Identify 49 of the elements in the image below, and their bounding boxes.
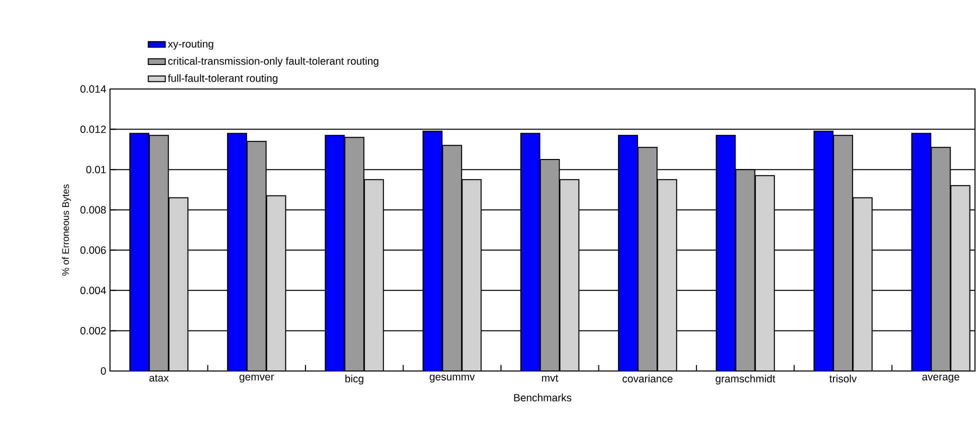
y-tick-label: 0.002	[80, 327, 106, 334]
bar	[911, 132, 932, 371]
x-tick-label: gemver	[240, 374, 274, 383]
bar	[462, 179, 482, 371]
bar	[814, 130, 834, 371]
bar	[422, 130, 443, 371]
bar	[540, 158, 560, 371]
y-tick-label: 0.008	[80, 206, 106, 214]
bar	[559, 179, 580, 371]
bar	[754, 175, 775, 371]
y-tick-label: 0	[100, 367, 106, 375]
bar	[344, 136, 364, 371]
y-tick-label: 0.012	[80, 126, 106, 134]
bar	[227, 132, 248, 371]
x-tick-label: gesummv	[430, 374, 475, 383]
y-tick-label: 0.014	[80, 85, 106, 93]
legend-label: full-fault-tolerant routing	[168, 74, 278, 84]
x-axis-title: Benchmarks	[514, 394, 572, 402]
bar	[930, 146, 951, 371]
y-tick-label: 0.01	[86, 166, 106, 174]
bar	[716, 134, 736, 371]
bar	[852, 197, 873, 371]
x-tick-label: bicg	[345, 374, 364, 384]
bar	[129, 132, 150, 371]
bar	[246, 140, 267, 371]
bar	[833, 134, 854, 371]
bar	[442, 144, 462, 371]
legend-label: xy-routing	[168, 40, 214, 50]
bar	[520, 132, 540, 371]
bar	[950, 185, 970, 371]
x-tick-label: mvt	[542, 374, 558, 382]
bar	[638, 146, 658, 371]
legend-label: critical-transmission-only fault-tolerant routing	[168, 57, 378, 67]
bar	[324, 134, 345, 371]
bar	[364, 179, 384, 371]
bar	[266, 195, 286, 371]
bar	[735, 169, 756, 371]
x-tick-label: gramschmidt	[716, 374, 776, 384]
x-tick-label: average	[922, 374, 960, 383]
x-tick-label: atax	[149, 374, 169, 382]
bar	[168, 197, 188, 371]
y-axis-title: % of Erroneous Bytes	[62, 184, 71, 276]
y-tick-label: 0.004	[80, 286, 106, 294]
bar	[148, 134, 169, 371]
x-tick-label: trisolv	[830, 374, 857, 382]
bar	[618, 134, 638, 371]
y-tick-label: 0.006	[80, 246, 106, 254]
bar	[657, 179, 678, 371]
x-tick-label: covariance	[622, 374, 672, 382]
